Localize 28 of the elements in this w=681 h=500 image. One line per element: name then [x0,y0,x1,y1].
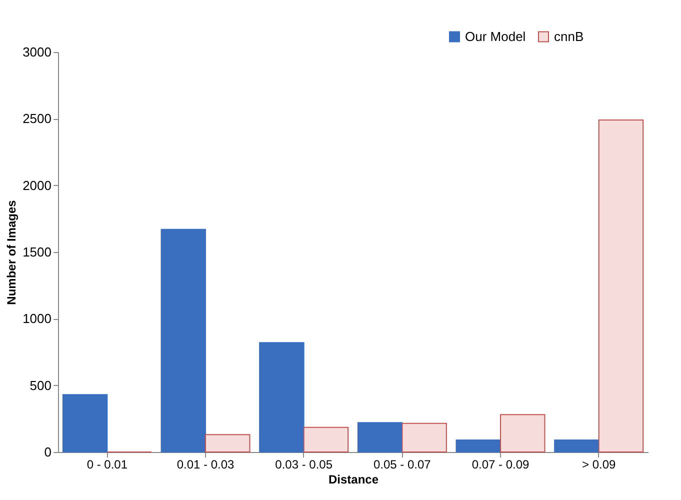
bar [205,434,250,452]
y-tick-label: 1000 [22,311,52,326]
bar [554,440,600,452]
bar [160,228,206,452]
bar [303,426,349,452]
y-tick-label: 500 [30,378,52,393]
bar [357,422,403,452]
bar [598,120,644,452]
x-tick-label: > 0.09 [582,458,616,472]
y-tick-label: 3000 [22,44,52,60]
x-axis-title: Distance [328,472,379,486]
legend-label: cnnB [554,28,584,44]
y-tick-label: 1500 [22,244,52,260]
x-tick-label: 0.07 - 0.09 [472,458,530,472]
y-tick-label: 0 [44,444,52,460]
bar [456,440,501,452]
x-tick-label: 0.01 - 0.03 [176,458,235,472]
bar [259,342,304,452]
bar [500,414,546,452]
bar [402,422,447,452]
y-axis-title: Number of Images [4,200,19,305]
y-tick-label: 2000 [22,178,52,193]
legend-label: Our Model [465,28,526,44]
y-tick-label: 2500 [22,111,52,126]
x-tick-label: 0.05 - 0.07 [373,458,432,472]
x-tick-label: 0.03 - 0.05 [275,458,333,472]
bar [62,394,108,452]
x-tick-label: 0 - 0.01 [86,458,128,472]
